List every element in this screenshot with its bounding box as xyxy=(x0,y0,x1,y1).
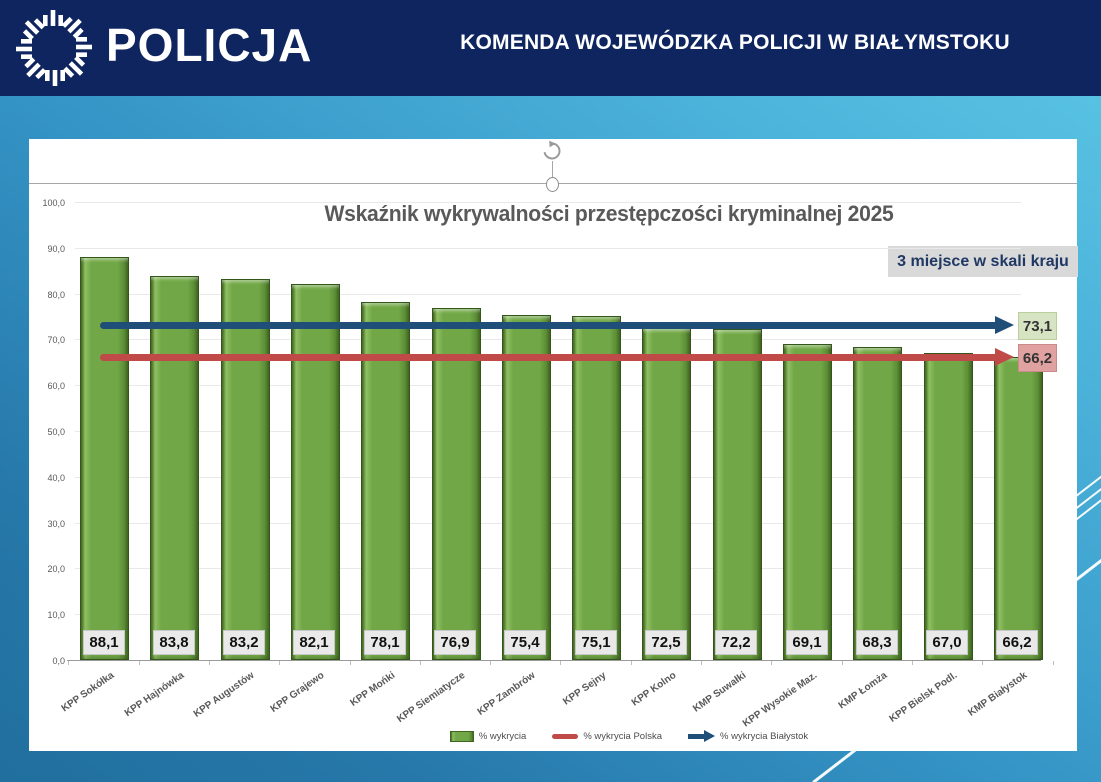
legend-swatch-blue-arrow xyxy=(688,730,715,743)
legend-swatch-red-line xyxy=(552,734,579,739)
x-axis-tick xyxy=(279,661,280,665)
y-axis-tick-label: 60,0 xyxy=(47,381,65,391)
y-axis-tick-label: 90,0 xyxy=(47,244,65,254)
rank-badge: 3 miejsce w skali kraju xyxy=(888,246,1078,277)
x-axis-tick xyxy=(420,661,421,665)
policja-star-logo xyxy=(16,10,92,86)
bar xyxy=(783,344,832,660)
bar xyxy=(291,284,340,660)
bar xyxy=(924,353,973,660)
chart-panel[interactable]: Wskaźnik wykrywalności przestępczości kr… xyxy=(29,139,1079,751)
bar-value-label: 66,2 xyxy=(996,630,1038,655)
bar-value-label: 83,8 xyxy=(153,630,195,655)
bar-value-label: 83,2 xyxy=(223,630,265,655)
y-axis-tick-label: 50,0 xyxy=(47,427,65,437)
bar-value-label: 82,1 xyxy=(293,630,335,655)
chart-legend: % wykrycia % wykrycia Polska % wykrycia Bi… xyxy=(179,730,1079,743)
bar-value-label: 75,1 xyxy=(575,630,617,655)
bar-value-label: 67,0 xyxy=(926,630,968,655)
legend-label: % wykrycia Polska xyxy=(583,731,662,742)
x-axis-tick xyxy=(490,661,491,665)
y-gridline xyxy=(75,294,1021,295)
x-axis-tick xyxy=(912,661,913,665)
bar-value-label: 76,9 xyxy=(434,630,476,655)
legend-item: % wykrycia Białystok xyxy=(688,730,808,743)
reference-arrow-head xyxy=(995,348,1014,366)
y-axis-tick-label: 40,0 xyxy=(47,473,65,483)
policja-wordmark: POLICJA xyxy=(106,19,313,71)
x-axis-tick xyxy=(350,661,351,665)
x-axis-tick xyxy=(631,661,632,665)
x-axis-tick xyxy=(68,661,69,665)
x-axis-tick xyxy=(701,661,702,665)
y-gridline xyxy=(75,202,1021,203)
reference-arrow-head xyxy=(995,316,1014,334)
rotate-handle-icon[interactable] xyxy=(541,140,563,162)
bar xyxy=(432,308,481,660)
chart-title: Wskaźnik wykrywalności przestępczości kr… xyxy=(324,201,894,226)
x-axis-tick xyxy=(982,661,983,665)
legend-item: % wykrycia xyxy=(449,731,527,742)
bar-value-label: 69,1 xyxy=(786,630,828,655)
bar xyxy=(502,315,551,660)
bar xyxy=(572,316,621,660)
x-axis-tick xyxy=(560,661,561,665)
y-axis-tick-label: 0,0 xyxy=(52,656,65,666)
header-bar: POLICJA KOMENDA WOJEWÓDZKA POLICJI W BIA… xyxy=(0,0,1101,96)
bar-value-label: 78,1 xyxy=(364,630,406,655)
selection-handle-knob[interactable] xyxy=(546,177,559,192)
bar xyxy=(994,357,1043,660)
y-axis-tick-label: 20,0 xyxy=(47,564,65,574)
bar xyxy=(80,257,129,660)
legend-label: % wykrycia Białystok xyxy=(720,731,809,742)
x-axis-tick xyxy=(1053,661,1054,665)
y-axis-tick-label: 70,0 xyxy=(47,335,65,345)
bar xyxy=(150,276,199,660)
y-axis-tick-label: 80,0 xyxy=(47,290,65,300)
legend-label: % wykrycia xyxy=(478,731,527,742)
bar-value-label: 68,3 xyxy=(856,630,898,655)
bar xyxy=(853,347,902,660)
bar xyxy=(361,302,410,660)
x-axis-tick xyxy=(139,661,140,665)
legend-swatch-green-bar xyxy=(449,731,474,742)
header-title: KOMENDA WOJEWÓDZKA POLICJI W BIAŁYMSTOKU xyxy=(460,31,1010,54)
y-axis-tick-label: 30,0 xyxy=(47,519,65,529)
selection-handle-stem xyxy=(552,161,553,179)
legend-item: % wykrycia Polska xyxy=(552,731,662,742)
x-axis-tick xyxy=(771,661,772,665)
bar-value-label: 88,1 xyxy=(83,630,125,655)
bar-value-label: 72,2 xyxy=(715,630,757,655)
reference-value-tag: 66,2 xyxy=(1018,344,1057,372)
bar xyxy=(221,279,270,660)
reference-arrow-line xyxy=(100,354,997,361)
y-axis-tick-label: 100,0 xyxy=(42,198,65,208)
reference-arrow-line xyxy=(100,322,997,329)
reference-value-tag: 73,1 xyxy=(1018,312,1057,340)
bar xyxy=(642,328,691,660)
bar-value-label: 75,4 xyxy=(504,630,546,655)
x-axis-line xyxy=(67,660,1041,661)
x-axis-tick xyxy=(209,661,210,665)
bar-value-label: 72,5 xyxy=(645,630,687,655)
bar xyxy=(713,329,762,660)
y-gridline xyxy=(75,248,1021,249)
y-axis-tick-label: 10,0 xyxy=(47,610,65,620)
x-axis-tick xyxy=(842,661,843,665)
